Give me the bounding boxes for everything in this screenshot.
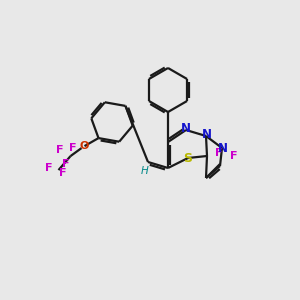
Text: F: F	[230, 151, 238, 161]
Text: S: S	[184, 152, 193, 166]
Text: F: F	[215, 148, 223, 158]
Text: F: F	[69, 143, 76, 153]
Text: F: F	[59, 168, 66, 178]
Text: F: F	[62, 159, 69, 169]
Text: F: F	[56, 145, 63, 155]
Text: F: F	[45, 163, 52, 173]
Text: N: N	[202, 128, 212, 142]
Text: O: O	[80, 141, 89, 151]
Text: N: N	[181, 122, 191, 136]
Text: N: N	[218, 142, 228, 154]
Text: H: H	[141, 166, 149, 176]
